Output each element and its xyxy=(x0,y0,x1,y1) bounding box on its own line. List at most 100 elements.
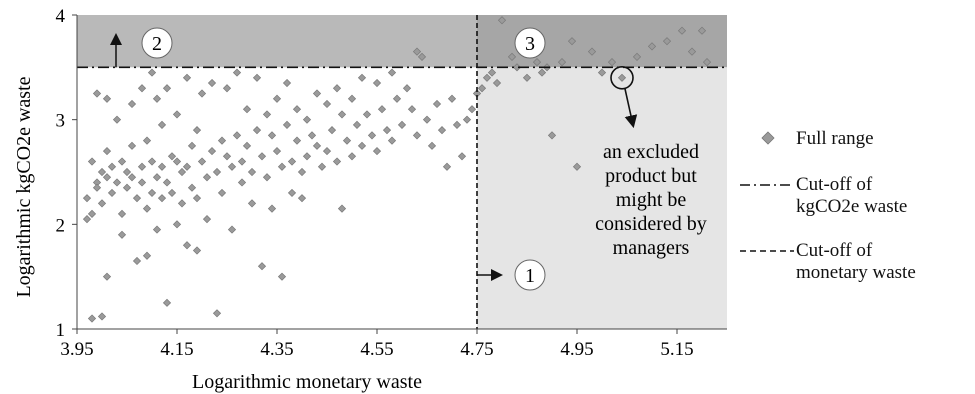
data-point xyxy=(522,73,532,82)
data-point xyxy=(347,94,357,103)
data-point xyxy=(242,105,252,114)
region-label-2: 2 xyxy=(152,33,162,55)
data-point xyxy=(287,188,297,198)
data-point xyxy=(222,152,232,161)
data-point xyxy=(252,73,262,82)
annotation-line: an excluded xyxy=(603,141,699,163)
data-point xyxy=(152,94,162,103)
data-point xyxy=(322,99,332,109)
points-layer xyxy=(82,16,712,323)
dash-dot-line-icon xyxy=(740,184,794,186)
data-point xyxy=(142,136,152,145)
data-point xyxy=(137,178,147,187)
data-point xyxy=(182,73,192,82)
data-point xyxy=(257,262,267,271)
data-point xyxy=(157,162,167,171)
data-point xyxy=(227,162,237,171)
data-point xyxy=(492,78,502,88)
data-point xyxy=(207,78,217,88)
data-point xyxy=(82,194,92,203)
data-point xyxy=(272,146,282,156)
data-point xyxy=(112,115,122,124)
x-tick-label: 3.95 xyxy=(60,339,93,360)
data-point xyxy=(262,110,272,119)
data-point xyxy=(87,209,97,218)
data-point xyxy=(272,94,282,103)
data-point xyxy=(97,167,107,177)
data-point xyxy=(417,52,427,61)
data-point xyxy=(192,126,202,135)
highlight-circle xyxy=(610,66,634,90)
data-point xyxy=(172,157,182,166)
data-point xyxy=(142,204,152,213)
x-axis-label: Logarithmic monetary waste xyxy=(192,371,422,393)
data-point xyxy=(367,131,377,140)
data-point xyxy=(442,162,452,171)
data-point xyxy=(212,309,222,318)
data-point xyxy=(227,225,237,234)
annotation-line: managers xyxy=(613,237,690,259)
data-point xyxy=(567,37,577,46)
legend-label-kgco2e-cutoff: Cut-off of kgCO2e waste xyxy=(796,174,908,217)
data-point xyxy=(377,105,387,114)
data-point xyxy=(152,225,162,234)
data-point xyxy=(127,173,137,182)
data-point xyxy=(197,89,207,98)
data-point xyxy=(127,99,137,109)
data-point xyxy=(132,194,142,203)
data-point xyxy=(352,120,362,129)
data-point xyxy=(477,84,487,93)
data-point xyxy=(607,58,617,67)
data-point xyxy=(547,131,557,140)
data-point xyxy=(187,183,197,192)
legend-item-full-range: Full range xyxy=(740,128,874,150)
data-point xyxy=(532,58,542,67)
data-point xyxy=(387,68,397,77)
data-point xyxy=(267,204,277,213)
data-point xyxy=(297,194,307,203)
data-point xyxy=(252,126,262,135)
data-point xyxy=(337,204,347,213)
data-point xyxy=(387,136,397,145)
data-point xyxy=(392,94,402,103)
region-2 xyxy=(77,15,477,68)
data-point xyxy=(312,89,322,98)
data-point xyxy=(452,120,462,129)
data-point xyxy=(87,157,97,166)
data-point xyxy=(487,68,497,77)
x-tick-label: 4.35 xyxy=(260,339,293,360)
y-tick-label: 1 xyxy=(56,320,66,341)
x-tick-label: 4.15 xyxy=(160,339,193,360)
data-point xyxy=(82,215,92,224)
x-tick-label: 4.95 xyxy=(560,339,593,360)
data-point xyxy=(507,52,517,61)
data-point xyxy=(497,16,507,25)
data-point xyxy=(382,126,392,135)
data-point xyxy=(102,173,112,182)
data-point xyxy=(422,115,432,124)
data-point xyxy=(407,105,417,114)
data-point xyxy=(397,120,407,129)
legend-label-monetary-cutoff: Cut-off of monetary waste xyxy=(796,240,916,283)
data-point xyxy=(297,167,307,177)
data-point xyxy=(437,126,447,135)
data-point xyxy=(482,73,492,82)
data-point xyxy=(597,68,607,77)
annotation-arrow xyxy=(624,88,638,129)
data-point xyxy=(127,141,137,150)
data-point xyxy=(97,199,107,208)
data-point xyxy=(182,241,192,250)
data-point xyxy=(337,110,347,119)
data-point xyxy=(537,68,547,77)
data-point xyxy=(617,73,627,82)
data-point xyxy=(217,136,227,145)
data-point xyxy=(92,89,102,98)
data-point xyxy=(462,115,472,124)
data-point xyxy=(342,136,352,145)
data-point xyxy=(372,146,382,156)
data-point xyxy=(512,63,522,72)
y-tick-label: 4 xyxy=(56,6,66,27)
data-point xyxy=(207,146,217,156)
data-point xyxy=(282,120,292,129)
